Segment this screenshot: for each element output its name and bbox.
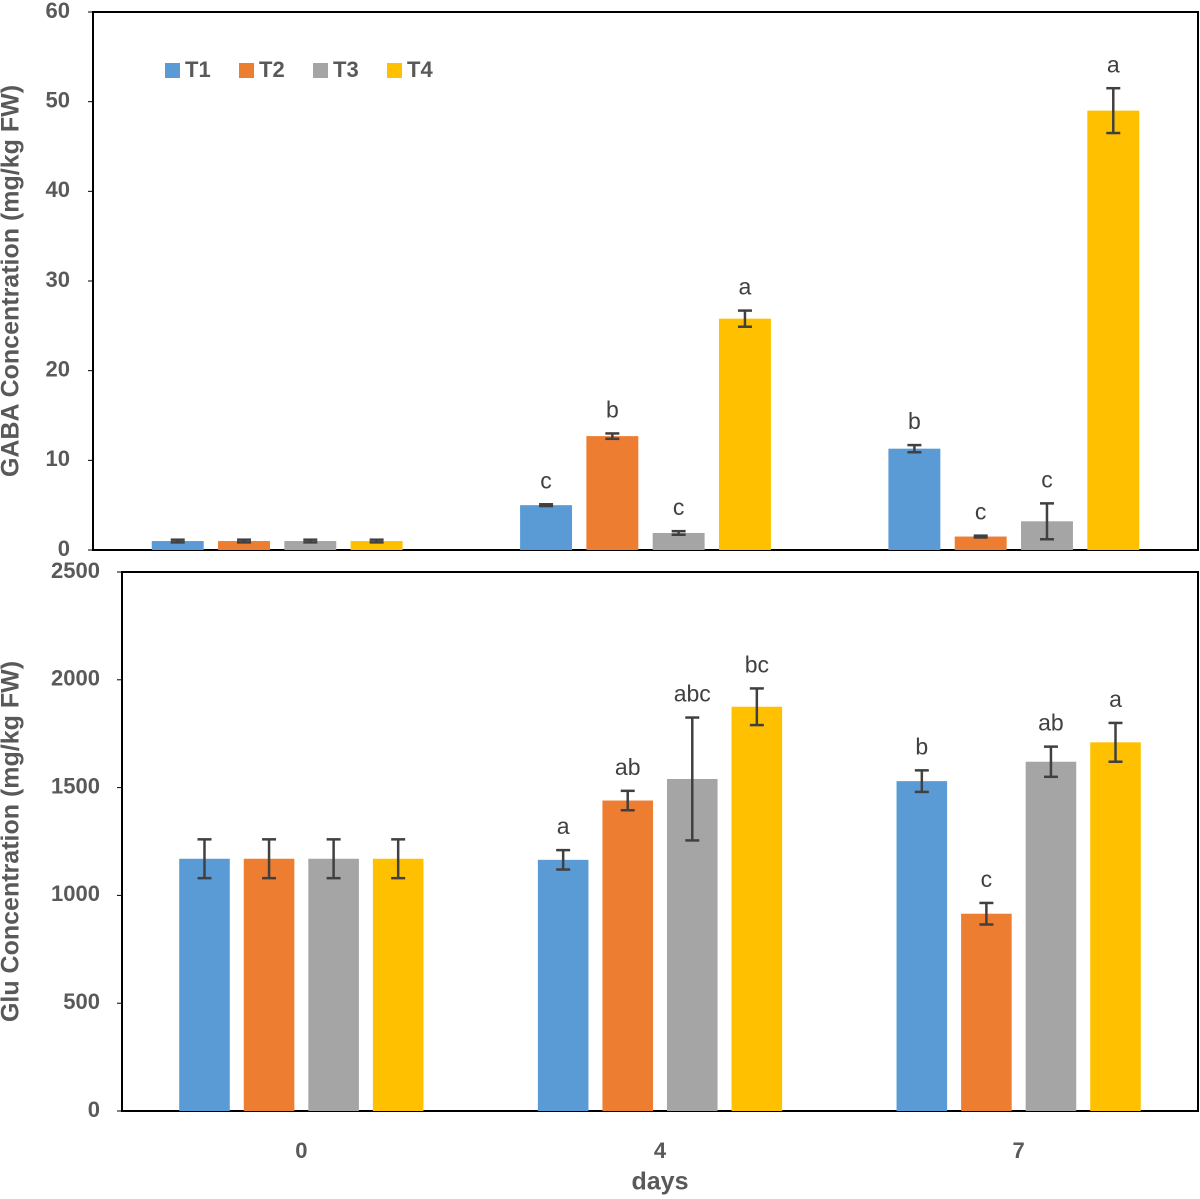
x-axis-label: days xyxy=(632,1168,689,1196)
y-axis-label: GABA Concentration (mg/kg FW) xyxy=(0,85,25,477)
significance-label: c xyxy=(673,494,685,520)
legend-label: T4 xyxy=(407,57,433,82)
y-tick-label: 0 xyxy=(88,1097,100,1122)
significance-label: c xyxy=(540,467,552,493)
y-tick-label: 0 xyxy=(58,536,70,561)
bar xyxy=(586,436,639,550)
y-tick-label: 30 xyxy=(46,267,70,292)
x-tick-label: 7 xyxy=(1013,1138,1025,1163)
error-bar xyxy=(262,838,277,880)
significance-label: abc xyxy=(674,681,711,707)
significance-label: a xyxy=(739,274,752,300)
error-bar xyxy=(1108,721,1123,763)
x-tick-label: 4 xyxy=(654,1138,667,1163)
bar xyxy=(218,541,270,550)
bar xyxy=(284,541,337,550)
y-tick-label: 50 xyxy=(46,87,70,112)
bar xyxy=(372,858,424,1111)
y-tick-label: 2500 xyxy=(51,558,100,583)
bar xyxy=(151,541,204,550)
significance-label: b xyxy=(908,408,921,434)
significance-label: ab xyxy=(1038,710,1064,736)
bar xyxy=(718,318,771,550)
error-bar xyxy=(237,538,252,544)
significance-label: c xyxy=(981,866,993,892)
significance-label: bc xyxy=(745,652,769,678)
error-bar xyxy=(1039,502,1054,541)
legend-label: T3 xyxy=(333,57,359,82)
error-bar xyxy=(303,538,318,544)
bar xyxy=(350,541,403,550)
error-bar xyxy=(737,309,752,328)
bar xyxy=(1090,742,1141,1111)
error-bar xyxy=(326,838,341,880)
significance-label: c xyxy=(975,499,987,525)
y-tick-label: 40 xyxy=(46,177,70,202)
error-bar xyxy=(979,901,994,926)
error-bar xyxy=(685,716,700,842)
bar xyxy=(961,913,1012,1111)
bar xyxy=(954,536,1007,550)
legend-swatch xyxy=(313,63,328,78)
bar xyxy=(731,706,783,1111)
error-bar xyxy=(369,538,384,544)
bar xyxy=(308,858,359,1111)
error-bar xyxy=(1043,745,1058,779)
bar xyxy=(1025,761,1077,1111)
error-bar xyxy=(620,789,635,812)
error-bar xyxy=(1106,86,1121,135)
y-tick-label: 60 xyxy=(46,0,70,23)
plot-frame xyxy=(92,11,1199,551)
y-tick-label: 20 xyxy=(46,356,70,381)
error-bar xyxy=(671,529,686,537)
significance-label: ab xyxy=(615,754,641,780)
significance-label: b xyxy=(915,733,928,759)
bar xyxy=(652,532,705,550)
error-bar xyxy=(973,534,988,539)
error-bar xyxy=(170,538,185,544)
bar xyxy=(602,800,654,1111)
bar xyxy=(537,859,589,1111)
legend-swatch xyxy=(387,63,402,78)
bar xyxy=(896,781,948,1111)
significance-label: c xyxy=(1041,466,1053,492)
y-axis-label: Glu Concentration (mg/kg FW) xyxy=(0,661,25,1022)
y-tick-label: 1500 xyxy=(51,773,100,798)
significance-label: a xyxy=(557,813,570,839)
error-bar xyxy=(605,432,620,441)
legend-swatch xyxy=(239,63,254,78)
error-bar xyxy=(539,503,554,508)
error-bar xyxy=(914,769,929,794)
bar xyxy=(1087,110,1140,550)
y-tick-label: 500 xyxy=(63,989,100,1014)
bar xyxy=(243,858,295,1111)
bar xyxy=(888,448,941,550)
error-bar xyxy=(197,838,212,880)
significance-label: a xyxy=(1109,686,1122,712)
error-bar xyxy=(907,443,922,454)
legend-label: T1 xyxy=(185,57,211,82)
error-bar xyxy=(556,848,571,871)
significance-label: b xyxy=(606,397,619,423)
y-tick-label: 2000 xyxy=(51,666,100,691)
error-bar xyxy=(391,838,406,880)
bar xyxy=(520,505,573,550)
x-tick-label: 0 xyxy=(295,1138,307,1163)
y-tick-label: 1000 xyxy=(51,881,100,906)
significance-label: a xyxy=(1107,51,1120,77)
plot-frame xyxy=(121,571,1199,1112)
error-bar xyxy=(749,687,764,727)
legend-swatch xyxy=(165,63,180,78)
y-tick-label: 10 xyxy=(46,446,70,471)
bar xyxy=(179,858,230,1111)
legend-label: T2 xyxy=(259,57,285,82)
